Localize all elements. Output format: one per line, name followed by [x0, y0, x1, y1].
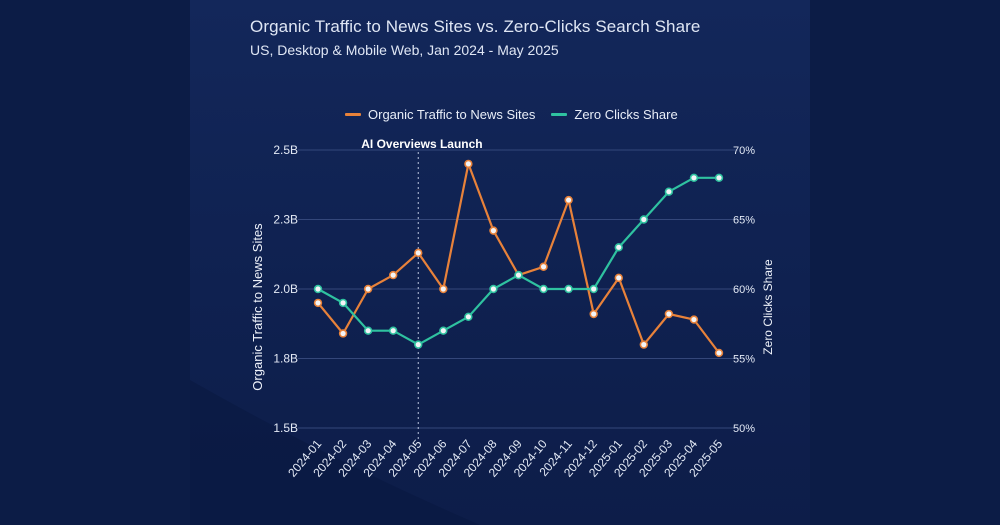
- organic-traffic-point: [564, 195, 573, 205]
- y-left-tick-label: 2.5B: [273, 143, 298, 157]
- chart-legend: Organic Traffic to News Sites Zero Click…: [345, 107, 694, 122]
- zero-clicks-point: [589, 284, 598, 294]
- chart-subtitle: US, Desktop & Mobile Web, Jan 2024 - May…: [250, 42, 559, 58]
- zero-clicks-point: [414, 340, 423, 349]
- zero-clicks-point: [439, 326, 448, 335]
- chart-title: Organic Traffic to News Sites vs. Zero-C…: [250, 17, 701, 36]
- zero-clicks-point: [514, 270, 523, 280]
- y-left-axis-label: Organic Traffic to News Sites: [250, 223, 265, 391]
- organic-traffic-point: [489, 226, 498, 235]
- y-left-tick-label: 2.3B: [273, 213, 298, 227]
- legend-label-zero-clicks: Zero Clicks Share: [574, 107, 678, 122]
- legend-label-organic: Organic Traffic to News Sites: [368, 107, 536, 122]
- y-right-tick-label: 65%: [733, 215, 755, 227]
- zero-clicks-point: [313, 284, 323, 294]
- zero-clicks-point: [539, 284, 548, 294]
- organic-traffic-point: [689, 315, 699, 324]
- organic-traffic-point: [464, 159, 473, 169]
- organic-traffic-point: [664, 309, 674, 319]
- organic-traffic-point: [338, 329, 348, 338]
- y-right-axis-label: Zero Clicks Share: [761, 259, 775, 355]
- zero-clicks-point: [564, 284, 573, 294]
- organic-traffic-point: [539, 262, 548, 271]
- y-left-tick-label: 2.0B: [273, 282, 298, 296]
- organic-traffic-line: [317, 162, 720, 354]
- zero-clicks-point: [714, 173, 724, 183]
- zero-clicks-point: [614, 243, 623, 252]
- y-right-tick-label: 60%: [733, 284, 755, 296]
- organic-traffic-point: [363, 284, 373, 294]
- legend-swatch-zero-clicks: [551, 113, 568, 116]
- zero-clicks-point: [388, 326, 398, 335]
- organic-traffic-point: [589, 309, 598, 319]
- legend-item-organic[interactable]: Organic Traffic to News Sites: [345, 107, 535, 122]
- y-right-tick-label: 50%: [733, 423, 755, 435]
- panel-background-shading: [190, 380, 480, 525]
- zero-clicks-point: [363, 326, 373, 335]
- zero-clicks-point: [338, 298, 348, 308]
- organic-traffic-point: [388, 270, 398, 280]
- organic-traffic-point: [439, 284, 448, 294]
- organic-traffic-point: [414, 248, 423, 258]
- zero-clicks-point: [464, 312, 473, 321]
- y-right-tick-label: 55%: [733, 354, 755, 366]
- zero-clicks-point: [489, 284, 498, 294]
- zero-clicks-point: [639, 215, 649, 224]
- y-left-tick-label: 1.5B: [273, 421, 298, 435]
- zero-clicks-line: [317, 176, 719, 346]
- y-left-tick-label: 1.8B: [273, 352, 298, 366]
- chart-panel: [190, 0, 810, 525]
- organic-traffic-point: [714, 348, 724, 358]
- organic-traffic-point: [614, 273, 623, 283]
- zero-clicks-point: [664, 187, 674, 196]
- legend-swatch-organic: [345, 113, 361, 116]
- organic-traffic-point: [313, 298, 323, 308]
- y-right-tick-label: 70%: [733, 145, 755, 157]
- annotation-label: AI Overviews Launch: [361, 137, 482, 151]
- zero-clicks-point: [689, 173, 699, 183]
- organic-traffic-point: [639, 340, 649, 349]
- legend-item-zero-clicks[interactable]: Zero Clicks Share: [551, 107, 678, 122]
